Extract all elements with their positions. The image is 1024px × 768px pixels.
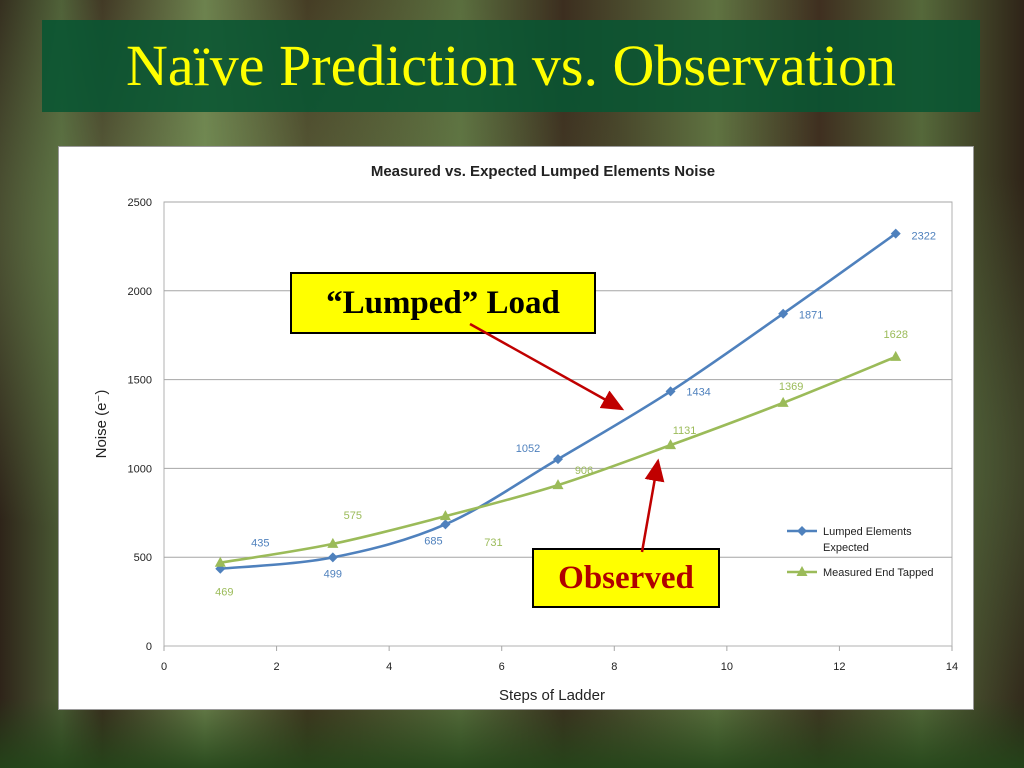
observed-callout: Observed xyxy=(532,548,720,608)
y-tick-label: 500 xyxy=(134,552,152,564)
data-label: 731 xyxy=(484,537,502,549)
slide-title: Naïve Prediction vs. Observation xyxy=(126,33,896,98)
x-tick-label: 6 xyxy=(499,661,505,673)
data-label: 906 xyxy=(575,465,593,477)
legend-label: Measured End Tapped xyxy=(823,567,934,579)
data-label: 685 xyxy=(424,535,442,547)
legend-label: Expected xyxy=(823,542,869,554)
data-point-triangle xyxy=(552,479,564,490)
data-point-diamond xyxy=(890,228,901,239)
legend-marker-triangle xyxy=(796,566,808,576)
data-point-diamond xyxy=(778,308,789,319)
data-label: 1131 xyxy=(673,425,697,437)
y-tick-label: 2000 xyxy=(128,286,152,298)
data-label: 1434 xyxy=(686,386,710,398)
legend-marker-diamond xyxy=(797,526,807,536)
data-label: 1628 xyxy=(883,329,907,341)
y-tick-label: 1000 xyxy=(128,463,152,475)
x-tick-label: 4 xyxy=(386,661,392,673)
data-label: 575 xyxy=(344,510,362,522)
lumped-load-callout: “Lumped” Load xyxy=(290,272,596,334)
x-tick-label: 14 xyxy=(946,661,958,673)
data-label: 1052 xyxy=(516,443,540,455)
y-tick-label: 0 xyxy=(146,641,152,653)
data-label: 2322 xyxy=(911,231,935,243)
title-banner: Naïve Prediction vs. Observation xyxy=(42,20,980,112)
x-tick-label: 12 xyxy=(833,661,845,673)
data-point-triangle xyxy=(439,510,451,521)
x-tick-label: 0 xyxy=(161,661,167,673)
data-point-diamond xyxy=(553,454,563,465)
legend-label: Lumped Elements xyxy=(823,526,912,538)
data-point-triangle xyxy=(214,556,226,567)
y-axis-label: Noise (e⁻) xyxy=(93,390,110,459)
chart-title: Measured vs. Expected Lumped Elements No… xyxy=(371,163,715,180)
data-point-diamond xyxy=(327,552,338,563)
x-tick-label: 8 xyxy=(611,661,617,673)
data-label: 1871 xyxy=(799,310,823,322)
data-label: 435 xyxy=(251,538,269,550)
data-label: 499 xyxy=(324,568,342,580)
x-tick-label: 10 xyxy=(721,661,733,673)
y-tick-label: 2500 xyxy=(128,197,152,209)
data-point-diamond xyxy=(440,519,451,530)
y-tick-label: 1500 xyxy=(128,375,152,387)
line-chart: Measured vs. Expected Lumped Elements No… xyxy=(93,163,958,704)
x-axis-label: Steps of Ladder xyxy=(499,687,605,704)
x-tick-label: 2 xyxy=(274,661,280,673)
data-point-triangle xyxy=(327,537,339,548)
data-label: 1369 xyxy=(779,381,803,393)
data-point-diamond xyxy=(665,386,676,397)
data-point-triangle xyxy=(890,350,902,361)
chart-panel: Measured vs. Expected Lumped Elements No… xyxy=(58,146,974,710)
data-point-triangle xyxy=(665,439,677,450)
data-label: 469 xyxy=(215,587,233,599)
data-point-triangle xyxy=(777,396,789,407)
